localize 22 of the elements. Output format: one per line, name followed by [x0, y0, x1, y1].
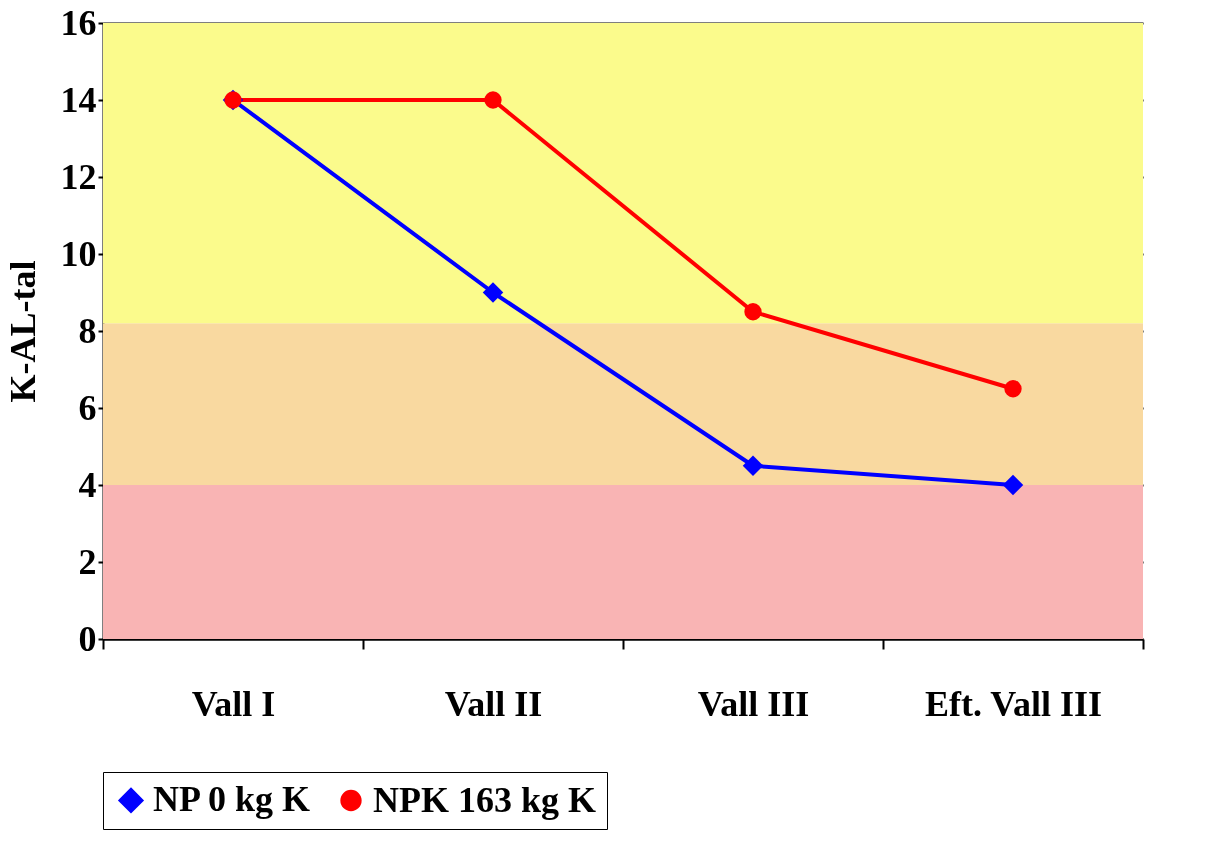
point	[484, 91, 502, 109]
y-tick-label: 12	[60, 156, 97, 197]
point	[482, 282, 504, 303]
point	[744, 303, 762, 321]
point	[1004, 380, 1022, 398]
y-tick-label: 8	[78, 310, 97, 351]
y-axis-title: K-AL-tal	[2, 260, 43, 403]
point	[1002, 474, 1024, 496]
y-tick-label: 14	[60, 79, 97, 120]
y-tick-label: 4	[78, 464, 97, 505]
y-tick-label: 16	[60, 2, 97, 43]
legend-label: NP 0 kg K	[153, 779, 311, 820]
point	[742, 455, 764, 476]
x-tick-label: Vall III	[697, 683, 810, 724]
y-tick-label: 0	[78, 618, 97, 659]
y-tick-label: 6	[78, 387, 97, 428]
x-tick-label: Eft. Vall III	[924, 683, 1103, 724]
x-tick-label: Vall I	[191, 683, 276, 724]
y-tick-label: 10	[60, 233, 97, 274]
y-tick-label: 2	[78, 541, 97, 582]
legend-label: NPK 163 kg K	[373, 779, 597, 820]
x-tick-label: Vall II	[444, 683, 543, 724]
